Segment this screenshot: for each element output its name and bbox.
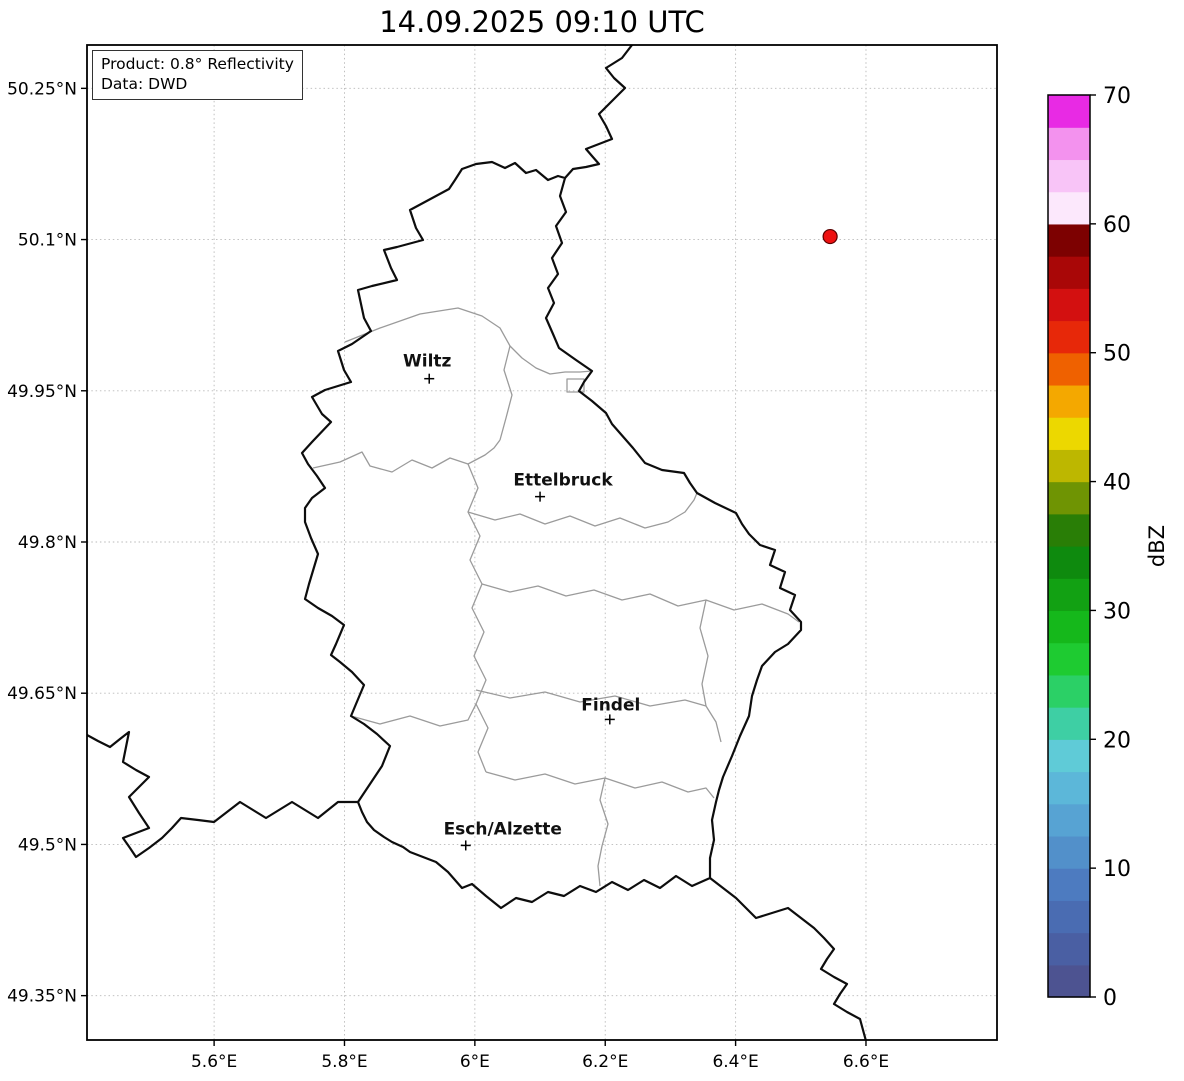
district-border-path [485,771,715,799]
belgium-germany-border [563,45,634,180]
luxembourg-border [300,160,803,910]
colorbar-segment [1048,481,1090,515]
city-label: Ettelbruck [513,471,613,491]
colorbar-segment [1048,674,1090,708]
point-markers [822,228,838,245]
city-label: Wiltz [403,352,452,372]
city-markers: Wiltz Ettelbruck Findel Esch/Alzette [403,352,640,851]
y-tick-label: 49.35°N [7,987,77,1007]
product-info-box: Product: 0.8° Reflectivity Data: DWD [92,50,303,100]
france-germany-border [708,876,867,1040]
colorbar-segment [1048,771,1090,805]
colorbar-tick-label: 40 [1103,471,1131,496]
x-tick-label: 5.6°E [191,1052,237,1072]
small-territory-outline [566,378,585,393]
colorbar-segment [1048,578,1090,612]
city-label: Esch/Alzette [444,819,562,839]
colorbar-segment [1048,513,1090,547]
national-borders [87,45,867,1040]
plot-frame [86,44,998,1041]
colorbar-segment [1048,159,1090,193]
colorbar-segment [1048,835,1090,869]
y-tick-label: 49.95°N [7,382,77,402]
colorbar-segment [1048,223,1090,257]
district-border-path [467,492,698,529]
data-source-line: Data: DWD [101,75,188,94]
x-tick-label: 6.2°E [582,1052,628,1072]
colorbar-segment [1048,288,1090,322]
figure-title: 14.09.2025 09:10 UTC [379,5,705,39]
x-tick-label: 6.4°E [712,1052,758,1072]
district-border-path [350,703,477,727]
x-tick-label: 5.8°E [321,1052,367,1072]
colorbar-segment [1048,932,1090,966]
colorbar-tick-label: 0 [1103,986,1117,1011]
colorbar-tick-label: 10 [1103,857,1131,882]
colorbar-segment [1048,868,1090,901]
colorbar-segment [1048,449,1090,483]
colorbar-tick-label: 50 [1103,342,1131,367]
colorbar-segment [1048,610,1090,644]
district-border-path [699,599,709,707]
colorbar-tick-label: 30 [1103,599,1131,624]
colorbar-segment [1048,739,1090,773]
district-border-path [499,345,513,441]
colorbar-segment [1048,352,1090,386]
france-belgium-border [87,730,360,859]
grid-lines [87,45,997,1040]
product-info-line: Product: 0.8° Reflectivity [101,55,294,73]
district-border-path [475,689,722,743]
colorbar-segment [1048,964,1090,998]
colorbar-segment [1048,384,1090,418]
colorbar-ticks-and-labels: 0 10 20 30 40 50 60 70 [1090,84,1131,1011]
y-tick-label: 49.5°N [18,835,77,855]
colorbar-segment [1048,546,1090,579]
district-borders [312,307,800,887]
colorbar-tick-label: 60 [1103,213,1131,238]
colorbar-segment [1048,127,1090,161]
axis-ticks-and-labels: 5.6°E 5.8°E 6°E 6.2°E 6.4°E 6.6°E 50.25°N 50.1°… [7,79,889,1072]
colorbar-segment [1048,191,1090,225]
colorbar-segment [1048,803,1090,837]
colorbar-units-label: dBZ [1145,525,1169,567]
colorbar-segment [1048,707,1090,740]
y-tick-label: 49.8°N [18,533,77,553]
colorbar-segment [1048,320,1090,354]
colorbar-tick-label: 20 [1103,728,1131,753]
colorbar-frame [1047,94,1091,998]
colorbar-segment [1048,417,1090,450]
city-label: Findel [581,695,640,715]
district-border-path [467,463,489,773]
x-tick-label: 6.6°E [843,1052,889,1072]
colorbar-segment [1048,642,1090,676]
colorbar-segment [1048,256,1090,289]
colorbar-segment [1048,95,1090,128]
district-border-path [312,439,501,473]
x-tick-label: 6°E [460,1052,490,1072]
y-tick-label: 50.1°N [18,231,77,251]
y-tick-label: 49.65°N [7,684,77,704]
red-dot-marker [822,228,838,245]
district-border-path [481,583,800,623]
district-border-path [597,777,609,887]
y-tick-label: 50.25°N [7,79,77,99]
colorbar-tick-label: 70 [1103,84,1131,109]
colorbar [1048,95,1090,998]
colorbar-segment [1048,900,1090,934]
